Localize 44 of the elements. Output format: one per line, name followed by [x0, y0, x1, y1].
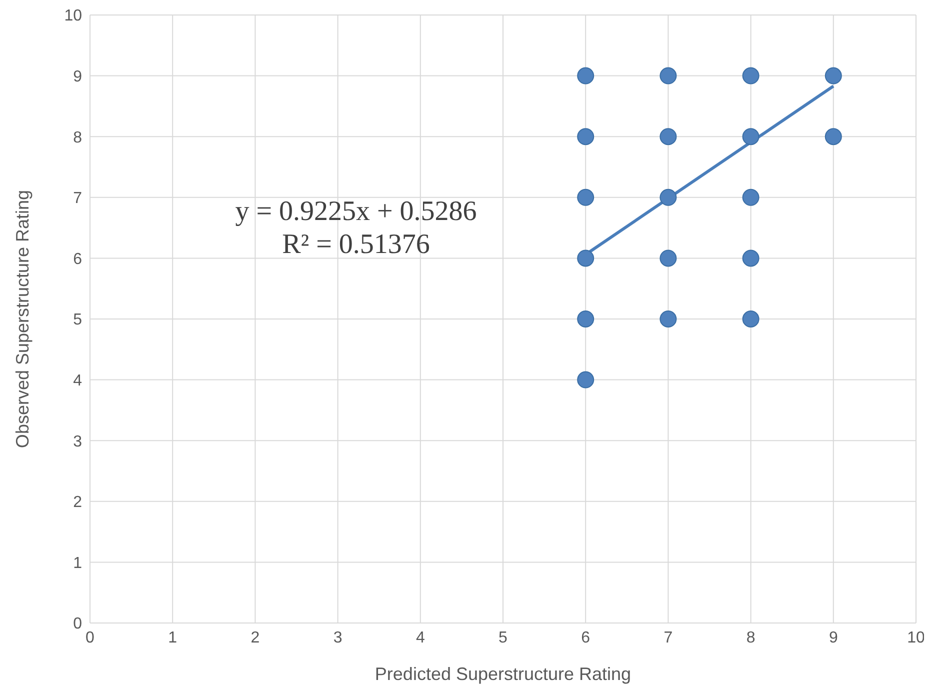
y-axis-title: Observed Superstructure Rating: [12, 190, 32, 448]
point: [742, 128, 760, 146]
y-tick-label: 0: [73, 616, 82, 633]
y-tick-label: 5: [73, 312, 82, 329]
y-tick-label: 2: [73, 494, 82, 512]
x-tick-label: 0: [86, 629, 95, 646]
point: [742, 310, 760, 328]
point: [742, 250, 760, 267]
point: [660, 188, 677, 206]
point: [824, 128, 842, 146]
x-tick-label: 3: [333, 629, 342, 646]
y-tick-label: 9: [73, 68, 82, 86]
x-tick-label: 8: [746, 629, 756, 646]
point: [577, 67, 594, 84]
y-tick-label: 3: [73, 433, 82, 450]
x-tick-label: 4: [416, 629, 425, 646]
x-tick-label: 6: [581, 629, 590, 646]
point: [577, 128, 594, 146]
x-tick-label: 2: [250, 629, 260, 646]
point: [577, 188, 594, 206]
x-tick-label: 7: [664, 629, 673, 646]
x-axis-title: Predicted Superstructure Rating: [374, 664, 632, 684]
point: [824, 67, 842, 84]
y-tick-label: 7: [73, 190, 82, 208]
x-tick-label: 5: [498, 629, 508, 646]
y-tick-label: 8: [73, 129, 82, 146]
x-tick-label: 1: [168, 629, 178, 646]
point: [742, 67, 760, 84]
point: [577, 250, 594, 267]
annotation: y = 0.9225x + 0.5286: [235, 196, 477, 227]
point: [660, 128, 677, 146]
annotation: R² = 0.51376: [282, 229, 430, 260]
x-tick-label: 10: [907, 629, 925, 646]
point: [660, 310, 677, 328]
y-tick-label: 10: [64, 8, 82, 25]
y-tick-label: 1: [73, 554, 82, 572]
y-tick-label: 4: [73, 372, 82, 390]
y-tick-label: 6: [73, 250, 82, 268]
point: [660, 250, 677, 267]
point: [660, 67, 677, 84]
point: [577, 371, 594, 388]
point: [577, 310, 594, 328]
x-tick-label: 9: [828, 629, 838, 646]
point: [742, 188, 760, 206]
